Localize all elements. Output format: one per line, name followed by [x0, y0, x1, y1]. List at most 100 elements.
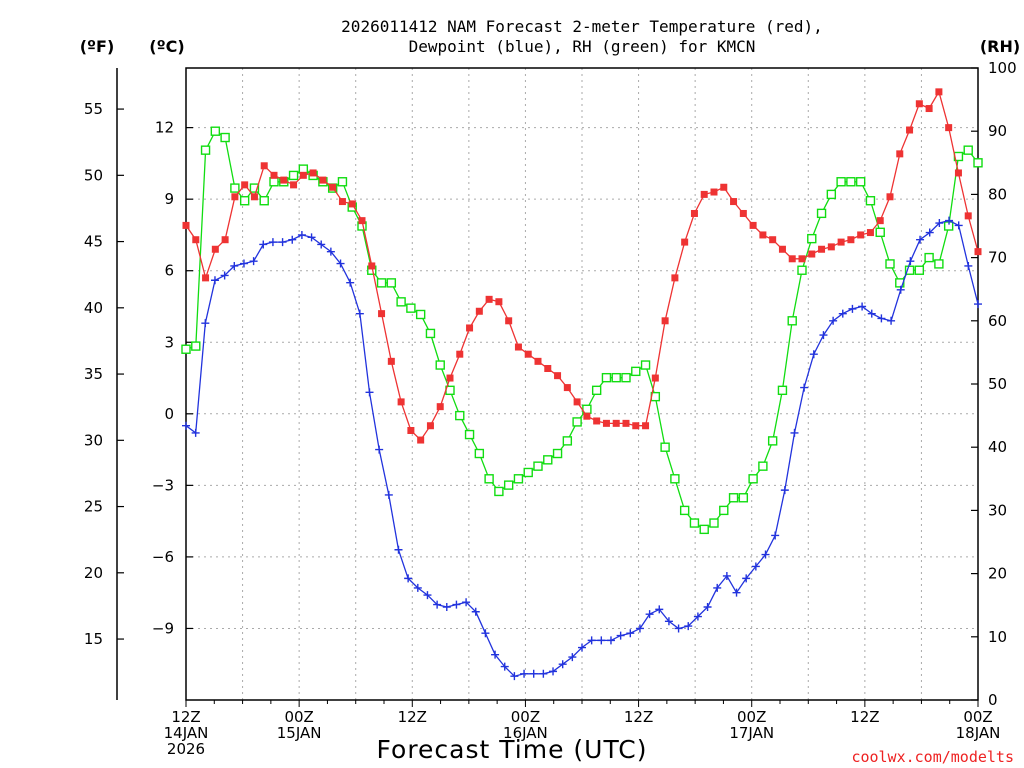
title-line-1: 2026011412 NAM Forecast 2-meter Temperat… [341, 17, 823, 36]
temperature-point [270, 171, 278, 179]
temperature-point [974, 248, 982, 256]
dewpoint-point [394, 545, 403, 554]
series-layer [181, 88, 983, 681]
temperature-point [876, 217, 884, 225]
rh-point [904, 265, 915, 275]
rh-point [640, 360, 651, 370]
dewpoint-point [780, 486, 789, 495]
temperature-point [954, 169, 962, 177]
fahrenheit-tick-label: 40 [84, 299, 103, 317]
temperature-point [866, 229, 874, 237]
dewpoint-point [307, 233, 316, 242]
dewpoint-point [442, 602, 451, 611]
fahrenheit-tick-label: 25 [84, 498, 103, 516]
rh-point [396, 297, 406, 307]
fahrenheit-tick-label: 50 [84, 166, 103, 184]
dewpoint-point [268, 238, 277, 247]
temperature-point [730, 198, 738, 206]
time-axis-label: 15JAN [277, 724, 322, 742]
temperature-point [290, 181, 298, 189]
dewpoint-point [462, 598, 471, 607]
dewpoint-point [471, 607, 480, 616]
rh-unit-label: (RH) [980, 37, 1020, 56]
dewpoint-series [182, 216, 982, 681]
temperature-point [818, 245, 826, 253]
temperature-point [544, 364, 552, 372]
dewpoint-point [771, 531, 780, 540]
rh-point [220, 132, 230, 143]
dewpoint-point [751, 562, 760, 571]
rh-point [200, 145, 211, 155]
dewpoint-point [326, 247, 335, 256]
temperature-point [612, 419, 620, 427]
dewpoint-point [423, 591, 432, 600]
rh-point [758, 461, 768, 471]
rh-tick-label: 10 [988, 628, 1007, 646]
dewpoint-point [201, 319, 210, 328]
temperature-point [602, 419, 610, 427]
dewpoint-point [375, 445, 384, 454]
rh-point [660, 442, 670, 452]
rh-point [337, 177, 348, 187]
rh-tick-label: 90 [988, 122, 1007, 140]
temperature-point [935, 88, 943, 96]
fahrenheit-tick-label: 45 [84, 233, 103, 251]
rh-point [767, 436, 778, 446]
dewpoint-point [317, 240, 326, 249]
temperature-point [827, 243, 835, 251]
dewpoint-point [336, 259, 345, 268]
dewpoint-point [809, 350, 818, 359]
dewpoint-point [481, 629, 490, 638]
time-axis-label: 12Z [624, 708, 653, 726]
dewpoint-point [838, 309, 847, 318]
temperature-point [417, 436, 425, 444]
temperature-point [495, 298, 503, 306]
temperature-point [778, 245, 786, 253]
rh-point [728, 493, 739, 503]
time-axis-label: 00Z [511, 708, 540, 726]
temperature-point [915, 100, 923, 108]
celsius-tick-label: −9 [152, 619, 174, 637]
rh-point [934, 259, 944, 269]
rh-point [885, 259, 895, 269]
rh-point [777, 385, 788, 396]
dewpoint-point [954, 221, 963, 230]
rh-point [230, 183, 240, 193]
rh-point [748, 474, 758, 484]
temperature-point [338, 198, 346, 206]
rh-tick-label: 80 [988, 185, 1007, 203]
gridlines [186, 68, 978, 700]
temperature-point [182, 221, 190, 229]
rh-point [855, 177, 866, 187]
fahrenheit-tick-label: 20 [84, 564, 103, 582]
celsius-tick-label: 3 [164, 333, 174, 351]
dewpoint-point [558, 660, 567, 669]
rh-point [181, 344, 191, 354]
temperature-point [896, 150, 904, 158]
dewpoint-point [220, 271, 229, 280]
dewpoint-point [510, 672, 519, 681]
rh-point [406, 303, 416, 313]
temperature-point [651, 374, 659, 382]
credit-text: coolwx.com/modelts [851, 748, 1014, 766]
dewpoint-line [185, 219, 979, 677]
temperature-series [182, 88, 982, 444]
rh-point [562, 436, 573, 446]
rh-point [464, 429, 475, 440]
time-axis-label: 12Z [171, 708, 200, 726]
axes [116, 67, 979, 701]
rh-tick-label: 50 [988, 375, 1007, 393]
dewpoint-point [887, 316, 896, 325]
fahrenheit-tick-label: 55 [84, 100, 103, 118]
rh-tick-label: 30 [988, 501, 1007, 519]
celsius-tick-label: 0 [164, 405, 174, 423]
dewpoint-point [606, 636, 615, 645]
rh-tick-label: 70 [988, 249, 1007, 267]
dewpoint-point [288, 235, 297, 244]
dewpoint-point [645, 610, 654, 619]
rh-point [973, 158, 983, 168]
dewpoint-point [452, 600, 461, 609]
celsius-tick-label: −3 [152, 476, 174, 494]
time-axis-label: 00Z [963, 708, 992, 726]
rh-point [826, 189, 837, 200]
